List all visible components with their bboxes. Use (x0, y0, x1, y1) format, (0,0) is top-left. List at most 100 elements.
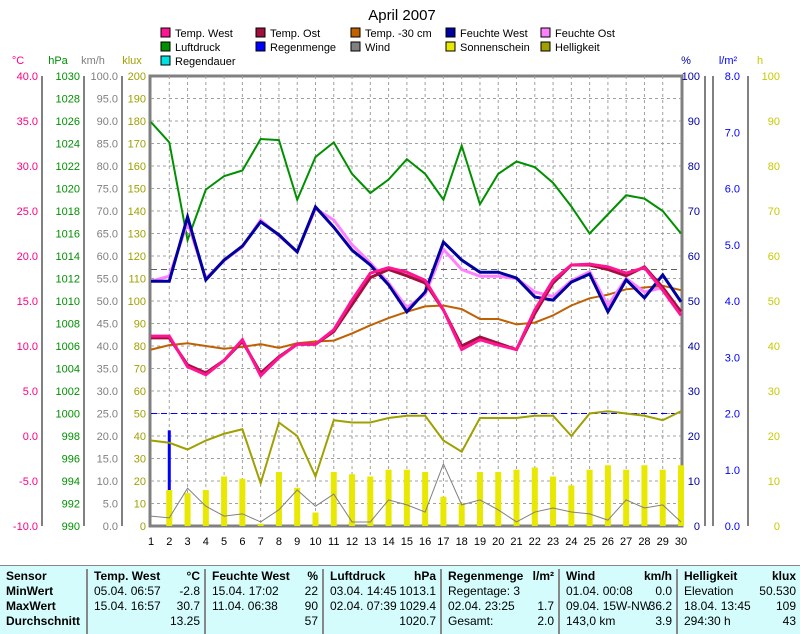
axis-tick-sun: 10 (768, 476, 780, 488)
axis-tick-temp: 35.0 (17, 116, 38, 128)
legend-swatch (445, 41, 456, 52)
axis-tick-wind: 55.0 (97, 274, 118, 286)
max-time: 11.04. 06:38 (212, 599, 278, 613)
bar-sonnenschein (202, 490, 209, 526)
stats-col-rain: Regenmenge l/m² Regentage: 3 02.04. 23:25… (440, 569, 558, 634)
stats-unit: km/h (643, 569, 672, 583)
min-time: 01.04. 00:08 (566, 584, 633, 598)
legend-swatch (350, 27, 361, 38)
axis-tick-sun: 70 (768, 206, 780, 218)
max-time: 18.04. 13:45 (684, 599, 751, 613)
avg-value: 1020.7 (399, 614, 436, 628)
axis-tick-wind: 30.0 (97, 386, 118, 398)
axis-tick-pressure: 1014 (56, 251, 80, 263)
stats-unit: °C (186, 569, 200, 583)
axis-unit-wind: km/h (81, 55, 105, 67)
bar-sonnenschein (275, 472, 282, 526)
min-time: 05.04. 06:57 (94, 584, 161, 598)
axis-tick-light: 100 (128, 296, 146, 308)
axis-tick-pressure: 1002 (56, 386, 80, 398)
row-label: MaxWert (6, 599, 56, 613)
axis-tick-light: 160 (128, 161, 146, 173)
bar-sonnenschein (531, 467, 538, 526)
x-tick-label: 25 (583, 536, 595, 548)
min-value: 1013.1 (399, 584, 436, 598)
stats-unit: % (307, 569, 318, 583)
x-tick-label: 11 (328, 536, 339, 548)
axis-unit-pressure: hPa (48, 55, 68, 67)
axis-unit-humidity: % (681, 55, 691, 67)
axis-tick-wind: 60.0 (97, 251, 118, 263)
x-tick-label: 17 (437, 536, 449, 548)
x-tick-label: 4 (203, 536, 209, 548)
stats-col-temp: Temp. West °C 05.04. 06:57 -2.8 15.04. 16:… (86, 569, 204, 634)
avg-value: 13.25 (169, 614, 200, 628)
axis-tick-wind: 65.0 (97, 229, 118, 241)
x-tick-label: 13 (364, 536, 376, 548)
stats-header: Temp. West (94, 569, 161, 583)
axis-tick-pressure: 994 (62, 476, 80, 488)
bar-sonnenschein (184, 493, 191, 526)
axis-tick-humidity: 40 (688, 341, 700, 353)
bar-sonnenschein (257, 523, 264, 526)
axis-tick-sun: 90 (768, 116, 780, 128)
axis-tick-pressure: 990 (62, 521, 80, 533)
stats-unit: l/m² (532, 569, 554, 583)
max-value: 30.7 (176, 599, 200, 613)
bar-sonnenschein (586, 469, 593, 526)
weather-chart: 1 2 3 4 5 6 7 8 9 10 11 12 13 14 15 16 17 18 19 20 21 22 23 24 2… (12, 7, 780, 548)
x-tick-label: 9 (294, 536, 300, 548)
axis-tick-humidity: 50 (688, 296, 700, 308)
bar-sonnenschein (495, 472, 502, 526)
axis-unit-light: klux (122, 55, 142, 67)
axis-tick-pressure: 998 (62, 431, 80, 443)
axis-tick-rain: 6.0 (725, 184, 740, 196)
legend-swatch (255, 27, 266, 38)
axis-tick-sun: 80 (768, 161, 780, 173)
bar-sonnenschein (349, 474, 356, 526)
legend-label: Sonnenschein (460, 42, 530, 54)
x-tick-label: 21 (510, 536, 522, 548)
axis-tick-rain: 2.0 (725, 409, 740, 421)
bar-sonnenschein (641, 465, 648, 526)
x-tick-label: 6 (239, 536, 245, 548)
x-tick-label: 18 (456, 536, 468, 548)
statistics-table: Sensor MinWert MaxWert Durchschnitt Temp… (0, 565, 800, 634)
axis-tick-pressure: 996 (62, 454, 80, 466)
x-tick-label: 26 (602, 536, 614, 548)
axis-tick-light: 130 (128, 229, 146, 241)
max-time: 02.04. 07:39 (330, 599, 397, 613)
x-tick-label: 30 (675, 536, 687, 548)
x-tick-label: 2 (166, 536, 172, 548)
axis-tick-sun: 30 (768, 386, 780, 398)
axis-tick-sun: 50 (768, 296, 780, 308)
stats-header: Helligkeit (684, 569, 738, 583)
stats-col-light: Helligkeit klux Elevation 50.530 18.04. 13… (676, 569, 800, 634)
avg-value: 43 (782, 614, 796, 628)
max-value: 36.2 (648, 599, 672, 613)
axis-tick-wind: 95.0 (97, 94, 118, 106)
x-tick-label: 1 (148, 536, 154, 548)
bar-sonnenschein (678, 465, 684, 526)
series-line-tempwest (151, 262, 683, 379)
rain-days: Regentage: 3 (448, 584, 521, 598)
axis-tick-light: 60 (134, 386, 146, 398)
axis-tick-humidity: 80 (688, 161, 700, 173)
bar-sonnenschein (385, 469, 392, 526)
axis-tick-pressure: 1008 (56, 319, 80, 331)
series-line-luftdruck (150, 121, 682, 245)
x-tick-label: 8 (276, 536, 282, 548)
legend-swatch (160, 27, 171, 38)
axis-tick-light: 20 (134, 476, 146, 488)
bar-sonnenschein (440, 496, 447, 526)
x-tick-label: 16 (419, 536, 431, 548)
axis-tick-rain: 0.0 (725, 521, 740, 533)
axis-tick-temp: -10.0 (13, 521, 38, 533)
axis-tick-pressure: 1006 (56, 341, 80, 353)
min-value: 22 (304, 584, 318, 598)
bar-sonnenschein (623, 469, 630, 526)
axis-tick-temp: 15.0 (17, 296, 38, 308)
x-tick-label: 19 (474, 536, 486, 548)
x-tick-label: 22 (529, 536, 541, 548)
axis-tick-humidity: 0 (694, 521, 700, 533)
